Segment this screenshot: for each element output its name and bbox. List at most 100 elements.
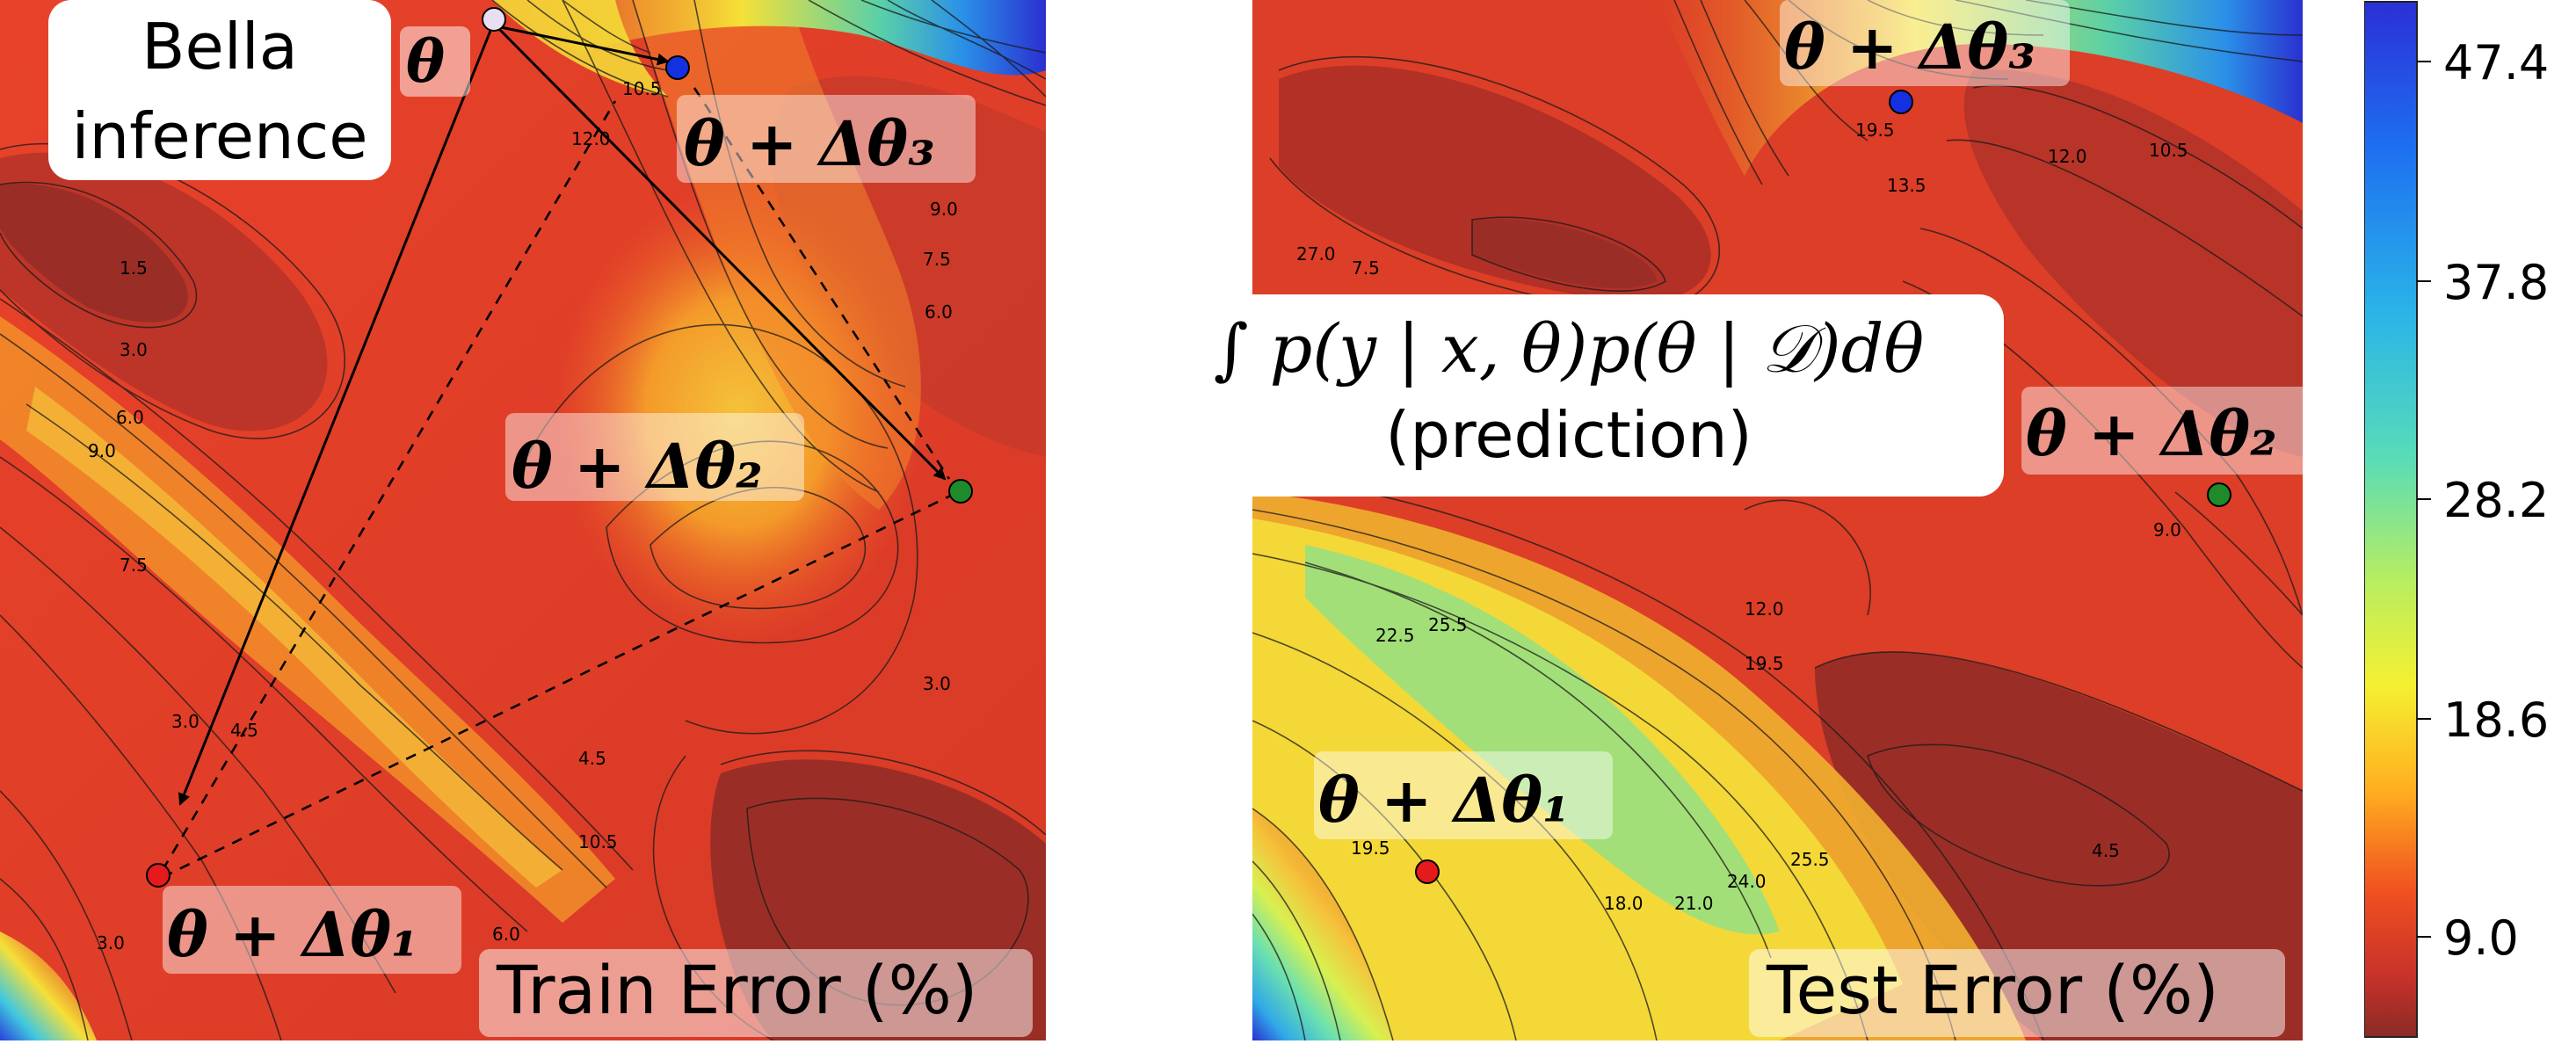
theta2-label: θ + Δθ₂ [2026, 397, 2277, 470]
theta2-point [948, 479, 973, 504]
contour-label: 9.0 [2153, 519, 2181, 540]
contour-label: 3.0 [97, 932, 125, 953]
arrow-to-theta1 [178, 25, 494, 806]
theta2-label-bg [2021, 387, 2303, 475]
contour-label: 6.0 [492, 924, 520, 945]
contour-label: 19.5 [1855, 120, 1895, 141]
high-error-bottomleft [0, 932, 97, 1040]
contour-label: 7.5 [120, 555, 148, 576]
theta2-label-bg [505, 413, 804, 501]
test-error-panel: 27.0 7.5 12.0 10.5 13.5 19.5 22.5 25.5 1… [1252, 0, 2303, 1040]
theta1-point [146, 863, 171, 888]
colorbar-tick-label: 9.0 [2443, 910, 2519, 966]
contour-label: 12.0 [2048, 146, 2087, 167]
basin-topleft-core [1472, 218, 1657, 289]
contour-label: 19.5 [1745, 653, 1784, 674]
high-error-bottomleft [1252, 808, 1393, 1040]
train-error-panel: 1.5 3.0 6.0 9.0 7.5 3.0 4.5 10.5 12.0 9.… [0, 0, 1046, 1040]
colorbar-gradient [2363, 1, 2418, 1038]
contour-label: 12.0 [571, 128, 611, 149]
contour-label: 10.5 [578, 831, 618, 852]
contour-label: 21.0 [1674, 893, 1714, 914]
contour-label: 3.0 [120, 339, 148, 360]
prediction-formula: ∫ p(y | x, θ)p(θ | 𝒟)dθ [1213, 309, 1925, 388]
contour-label: 1.5 [120, 257, 148, 279]
contour-label: 7.5 [1352, 257, 1380, 279]
callout-line-2: inference [71, 99, 367, 173]
arrow-to-theta2 [495, 25, 947, 481]
theta1-label-bg [1314, 751, 1613, 839]
theta2-label: θ + Δθ₂ [512, 430, 763, 503]
theta3-label: θ + Δθ₃ [684, 107, 935, 180]
theta1-label: θ + Δθ₁ [1318, 764, 1570, 837]
dashed-theta3-theta2 [693, 87, 951, 480]
contour-label: 10.5 [2149, 140, 2188, 161]
theta-label: θ [406, 27, 445, 96]
theta-label-bg [400, 26, 470, 97]
colorbar-tick-label: 47.4 [2443, 35, 2549, 91]
contour-value-labels: 27.0 7.5 12.0 10.5 13.5 19.5 22.5 25.5 1… [1296, 120, 2188, 914]
valley-green [1305, 545, 1780, 935]
contour-label: 19.5 [1351, 837, 1390, 859]
bella-callout-box [48, 0, 391, 180]
contour-lines [0, 0, 1046, 1040]
contour-label: 9.0 [88, 440, 116, 461]
contour-label: 25.5 [1790, 849, 1830, 870]
contour-label: 3.0 [171, 711, 200, 732]
theta3-label-bg [677, 95, 976, 183]
test-title-bg [1749, 949, 2285, 1037]
update-arrows [161, 25, 959, 879]
test-error-title: Test Error (%) [1766, 951, 2219, 1029]
contour-label: 3.0 [923, 673, 951, 694]
train-error-surface: 1.5 3.0 6.0 9.0 7.5 3.0 4.5 10.5 12.0 9.… [0, 0, 1046, 1040]
contour-label: 12.0 [1745, 598, 1784, 620]
contour-label: 6.0 [116, 407, 144, 428]
colorbar-tick-label: 37.8 [2443, 255, 2549, 310]
basin-topright [1963, 69, 2303, 457]
dashed-theta1-theta2 [162, 490, 959, 879]
colorbar-ticks [2417, 61, 2431, 938]
ridge-diagonal-core [26, 387, 562, 888]
colorbar-tick-label: 28.2 [2443, 473, 2549, 528]
theta3-label: θ + Δθ₃ [1784, 11, 2035, 83]
train-error-title: Train Error (%) [496, 951, 977, 1029]
colorbar: 47.4 37.8 28.2 18.6 9.0 [2363, 0, 2576, 1040]
contour-label: 6.0 [925, 301, 953, 323]
theta2-point [2207, 482, 2231, 507]
contour-label: 18.0 [1604, 893, 1644, 914]
contour-label: 13.5 [1887, 175, 1927, 196]
theta3-point [665, 55, 690, 80]
contour-label: 25.5 [1428, 614, 1468, 635]
basin-bottomright [1815, 651, 2303, 1040]
contour-value-labels: 1.5 3.0 6.0 9.0 7.5 3.0 4.5 10.5 12.0 9.… [88, 78, 958, 953]
train-title-bg [479, 949, 1033, 1037]
colorbar-svg: 47.4 37.8 28.2 18.6 9.0 [2363, 1, 2549, 1038]
test-error-surface: 27.0 7.5 12.0 10.5 13.5 19.5 22.5 25.5 1… [1252, 0, 2303, 1040]
theta1-label-bg [163, 886, 461, 974]
contour-label: 22.5 [1375, 625, 1415, 646]
high-error-topright-arm [492, 0, 668, 97]
contour-lines [1252, 0, 2303, 1040]
contour-label: 10.5 [622, 78, 662, 99]
callout-line-1: Bella [141, 10, 298, 83]
contour-label: 4.5 [578, 748, 606, 769]
contour-label: 9.0 [930, 199, 958, 220]
theta3-point [1889, 90, 1913, 114]
basin-topleft-core [0, 183, 188, 323]
high-error-topband [1657, 0, 2303, 176]
contour-label: 24.0 [1727, 871, 1767, 892]
theta3-label-bg [1780, 0, 2070, 86]
contour-label: 7.5 [923, 249, 951, 270]
colorbar-tick-label: 18.6 [2443, 692, 2549, 748]
dashed-theta1-theta3 [161, 100, 617, 871]
high-error-topright [492, 0, 1046, 76]
theta-point [482, 7, 506, 32]
arrow-to-theta3 [496, 25, 670, 66]
theta1-point [1415, 859, 1440, 884]
prediction-caption: (prediction) [1385, 398, 1752, 472]
theta1-label: θ + Δθ₁ [167, 898, 418, 971]
contour-label: 4.5 [2092, 840, 2120, 861]
ridge-diagonal [0, 316, 615, 923]
contour-label: 27.0 [1296, 243, 1336, 265]
prediction-callout: ∫ p(y | x, θ)p(θ | 𝒟)dθ (prediction) [1134, 294, 2004, 497]
